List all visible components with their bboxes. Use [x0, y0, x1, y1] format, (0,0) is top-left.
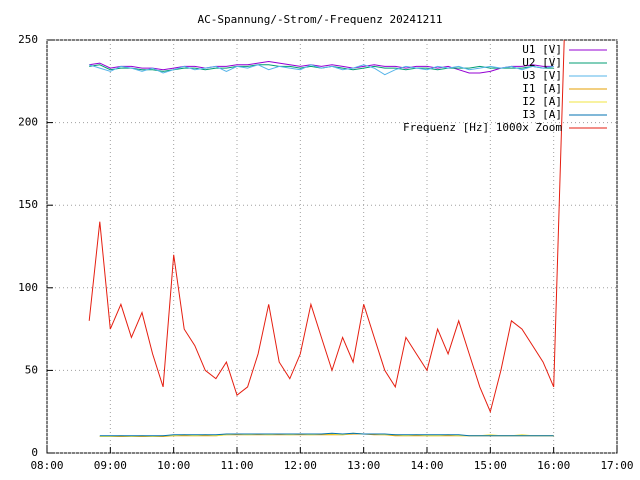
y-tick-label: 150: [18, 198, 38, 211]
x-tick-label: 09:00: [94, 459, 127, 472]
y-tick-label: 0: [31, 446, 38, 459]
x-tick-label: 12:00: [284, 459, 317, 472]
x-tick-label: 16:00: [537, 459, 570, 472]
series-line: [89, 64, 554, 76]
legend-label: U1 [V]: [522, 43, 562, 56]
y-tick-label: 50: [25, 363, 38, 376]
x-tick-label: 15:00: [474, 459, 507, 472]
legend-label: I3 [A]: [522, 108, 562, 121]
legend-label: I1 [A]: [522, 82, 562, 95]
series-line: [88, 40, 565, 414]
legend-label: U2 [V]: [522, 56, 562, 69]
legend-label: I2 [A]: [522, 95, 562, 108]
x-tick-label: 13:00: [347, 459, 380, 472]
legend-label: U3 [V]: [522, 69, 562, 82]
x-tick-label: 08:00: [30, 459, 63, 472]
chart-title: AC-Spannung/-Strom/-Frequenz 20241211: [197, 13, 442, 26]
x-tick-label: 14:00: [410, 459, 443, 472]
series-line: [99, 432, 554, 437]
x-tick-label: 10:00: [157, 459, 190, 472]
y-tick-label: 200: [18, 116, 38, 129]
legend-label: Frequenz [Hz] 1000x Zoom: [403, 121, 562, 134]
x-tick-label: 11:00: [220, 459, 253, 472]
y-tick-label: 250: [18, 33, 38, 46]
series-line: [89, 60, 554, 74]
x-tick-label: 17:00: [600, 459, 633, 472]
y-tick-label: 100: [18, 281, 38, 294]
